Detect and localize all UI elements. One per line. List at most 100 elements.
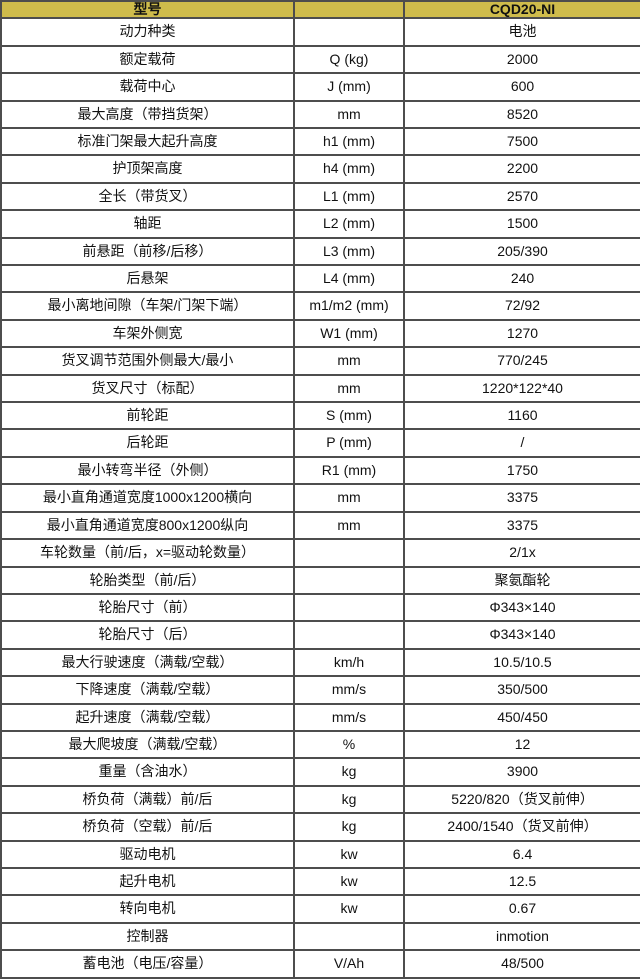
- row-label: 重量（含油水）: [0, 757, 295, 787]
- table-row: 额定载荷 Q (kg) 2000: [0, 44, 640, 75]
- row-label: 蓄电池（电压/容量）: [0, 949, 295, 979]
- row-label: 下降速度（满载/空载）: [0, 675, 295, 705]
- row-label: 额定载荷: [0, 44, 295, 75]
- row-label: 车架外侧宽: [0, 318, 295, 349]
- table-row: 前悬距（前移/后移） L3 (mm) 205/390: [0, 236, 640, 267]
- row-unit: [293, 538, 405, 568]
- row-label: 载荷中心: [0, 72, 295, 102]
- table-row: 桥负荷（空载）前/后 kg 2400/1540（货叉前伸）: [0, 812, 640, 842]
- table-row: 动力种类 电池: [0, 17, 640, 47]
- table-row: 桥负荷（满载）前/后 kg 5220/820（货叉前伸）: [0, 784, 640, 815]
- table-row: 最大行驶速度（满载/空载） km/h 10.5/10.5: [0, 647, 640, 678]
- row-label: 起升速度（满载/空载）: [0, 702, 295, 732]
- table-row: 起升电机 kw 12.5: [0, 866, 640, 897]
- table-row: 最小直角通道宽度800x1200纵向 mm 3375: [0, 510, 640, 541]
- row-label: 最小转弯半径（外侧）: [0, 455, 295, 486]
- row-label: 转向电机: [0, 894, 295, 924]
- row-value: 1160: [403, 401, 640, 431]
- row-unit: mm: [293, 346, 405, 376]
- row-label: 轮胎类型（前/后）: [0, 565, 295, 595]
- table-row: 后轮距 P (mm) /: [0, 428, 640, 458]
- row-value: 2400/1540（货叉前伸）: [403, 812, 640, 842]
- row-value: 770/245: [403, 346, 640, 376]
- row-value: inmotion: [403, 921, 640, 952]
- row-unit: kw: [293, 839, 405, 869]
- row-label: 桥负荷（空载）前/后: [0, 812, 295, 842]
- row-unit: km/h: [293, 647, 405, 678]
- row-value: 240: [403, 264, 640, 294]
- row-unit: kw: [293, 866, 405, 897]
- row-unit: mm: [293, 510, 405, 541]
- table-row: 最大高度（带挡货架） mm 8520: [0, 99, 640, 130]
- row-unit: [293, 921, 405, 952]
- row-unit: [293, 592, 405, 623]
- row-unit: mm: [293, 373, 405, 404]
- table-row: 车架外侧宽 W1 (mm) 1270: [0, 318, 640, 349]
- row-value: 1270: [403, 318, 640, 349]
- row-unit: mm: [293, 483, 405, 513]
- row-unit: V/Ah: [293, 949, 405, 979]
- row-value: 3900: [403, 757, 640, 787]
- row-label: 最大行驶速度（满载/空载）: [0, 647, 295, 678]
- row-unit: m1/m2 (mm): [293, 291, 405, 321]
- table-row: 起升速度（满载/空载） mm/s 450/450: [0, 702, 640, 732]
- row-unit: L2 (mm): [293, 209, 405, 239]
- table-row: 最小直角通道宽度1000x1200横向 mm 3375: [0, 483, 640, 513]
- table-row: 前轮距 S (mm) 1160: [0, 401, 640, 431]
- table-row: 货叉调节范围外侧最大/最小 mm 770/245: [0, 346, 640, 376]
- row-unit: h1 (mm): [293, 127, 405, 157]
- row-value: 5220/820（货叉前伸）: [403, 784, 640, 815]
- table-row: 轮胎尺寸（后） Φ343×140: [0, 620, 640, 650]
- row-unit: L3 (mm): [293, 236, 405, 267]
- row-label: 动力种类: [0, 17, 295, 47]
- row-value: 1500: [403, 209, 640, 239]
- row-value: 聚氨酯轮: [403, 565, 640, 595]
- row-value: 350/500: [403, 675, 640, 705]
- row-label: 最大高度（带挡货架）: [0, 99, 295, 130]
- row-value: 2000: [403, 44, 640, 75]
- table-row: 护顶架高度 h4 (mm) 2200: [0, 154, 640, 184]
- row-unit: kg: [293, 784, 405, 815]
- row-label: 轴距: [0, 209, 295, 239]
- row-value: 72/92: [403, 291, 640, 321]
- row-label: 前轮距: [0, 401, 295, 431]
- row-value: 2/1x: [403, 538, 640, 568]
- row-value: 10.5/10.5: [403, 647, 640, 678]
- table-row: 最小转弯半径（外侧） R1 (mm) 1750: [0, 455, 640, 486]
- row-value: 2570: [403, 181, 640, 212]
- table-row: 重量（含油水） kg 3900: [0, 757, 640, 787]
- row-label: 桥负荷（满载）前/后: [0, 784, 295, 815]
- header-model-value: CQD20-NI: [403, 0, 640, 20]
- row-unit: L1 (mm): [293, 181, 405, 212]
- row-unit: L4 (mm): [293, 264, 405, 294]
- row-label: 车轮数量（前/后，x=驱动轮数量）: [0, 538, 295, 568]
- table-row: 全长（带货叉） L1 (mm) 2570: [0, 181, 640, 212]
- row-unit: kw: [293, 894, 405, 924]
- row-unit: mm/s: [293, 675, 405, 705]
- row-value: 3375: [403, 483, 640, 513]
- table-row: 轮胎类型（前/后） 聚氨酯轮: [0, 565, 640, 595]
- table-row: 下降速度（满载/空载） mm/s 350/500: [0, 675, 640, 705]
- row-label: 后轮距: [0, 428, 295, 458]
- row-label: 最小离地间隙（车架/门架下端）: [0, 291, 295, 321]
- row-label: 驱动电机: [0, 839, 295, 869]
- row-label: 轮胎尺寸（后）: [0, 620, 295, 650]
- table-row: 控制器 inmotion: [0, 921, 640, 952]
- row-label: 轮胎尺寸（前）: [0, 592, 295, 623]
- table-row: 后悬架 L4 (mm) 240: [0, 264, 640, 294]
- row-unit: h4 (mm): [293, 154, 405, 184]
- row-unit: [293, 620, 405, 650]
- row-label: 最大爬坡度（满载/空载）: [0, 729, 295, 760]
- row-value: 12: [403, 729, 640, 760]
- row-value: Φ343×140: [403, 620, 640, 650]
- table-row: 驱动电机 kw 6.4: [0, 839, 640, 869]
- row-label: 护顶架高度: [0, 154, 295, 184]
- table-row: 轮胎尺寸（前） Φ343×140: [0, 592, 640, 623]
- row-value: 3375: [403, 510, 640, 541]
- table-row: 轴距 L2 (mm) 1500: [0, 209, 640, 239]
- row-value: 205/390: [403, 236, 640, 267]
- row-unit: mm: [293, 99, 405, 130]
- row-label: 标准门架最大起升高度: [0, 127, 295, 157]
- row-unit: Q (kg): [293, 44, 405, 75]
